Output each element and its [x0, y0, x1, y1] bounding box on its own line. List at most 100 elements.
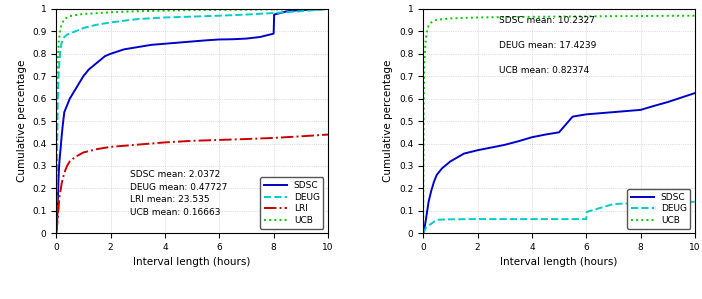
SDSC [427, 189, 435, 193]
SDSC [270, 13, 279, 16]
LRI [188, 139, 197, 143]
DEUG [242, 13, 251, 16]
SDSC [650, 104, 658, 108]
SDSC [62, 104, 71, 107]
Text: SDSC mean: 2.0372
DEUG mean: 0.47727
LRI mean: 23.535
UCB mean: 0.16663: SDSC mean: 2.0372 DEUG mean: 0.47727 LRI… [130, 170, 227, 217]
UCB [473, 16, 482, 19]
DEUG [446, 218, 454, 221]
DEUG [691, 200, 699, 204]
Legend: SDSC, DEUG, UCB: SDSC, DEUG, UCB [628, 189, 691, 229]
SDSC [555, 130, 563, 134]
SDSC [420, 229, 428, 233]
UCB [419, 231, 428, 235]
DEUG [555, 217, 563, 221]
SDSC [93, 61, 101, 65]
SDSC [59, 122, 67, 125]
UCB [609, 14, 618, 18]
DEUG [71, 30, 79, 33]
SDSC [106, 52, 114, 56]
UCB [555, 15, 563, 19]
LRI [106, 145, 114, 149]
LRI [56, 189, 65, 193]
Line: UCB: UCB [423, 16, 695, 233]
SDSC [637, 108, 645, 112]
UCB [427, 21, 435, 24]
UCB [60, 17, 69, 21]
DEUG [58, 41, 66, 45]
DEUG [422, 226, 430, 229]
DEUG [93, 23, 101, 27]
SDSC [229, 37, 237, 41]
SDSC [473, 149, 482, 152]
UCB [425, 24, 433, 28]
DEUG [473, 217, 482, 221]
DEUG [52, 231, 60, 235]
SDSC [609, 110, 618, 114]
LRI [120, 144, 128, 148]
Line: DEUG: DEUG [56, 9, 328, 233]
DEUG [583, 210, 591, 214]
SDSC [514, 140, 522, 143]
DEUG [420, 229, 429, 233]
LRI [58, 182, 66, 186]
SDSC [56, 151, 65, 154]
Line: SDSC: SDSC [56, 9, 328, 233]
SDSC [65, 97, 74, 100]
SDSC [201, 39, 210, 42]
DEUG [106, 21, 114, 24]
DEUG [528, 217, 536, 221]
SDSC [425, 200, 433, 204]
SDSC [324, 7, 332, 11]
UCB [446, 17, 454, 20]
SDSC [242, 37, 251, 40]
DEUG [60, 35, 69, 39]
SDSC [54, 182, 62, 186]
UCB [691, 14, 699, 17]
X-axis label: Interval length (hours): Interval length (hours) [501, 257, 618, 268]
Line: LRI: LRI [56, 135, 328, 233]
DEUG [215, 14, 223, 17]
SDSC [71, 88, 79, 91]
LRI [215, 138, 223, 142]
Text: SDSC mean: 10.2327

DEUG mean: 17.4239

UCB mean: 0.82374: SDSC mean: 10.2327 DEUG mean: 17.4239 UC… [499, 16, 597, 75]
SDSC [52, 231, 60, 235]
SDSC [310, 7, 319, 11]
LRI [79, 151, 88, 154]
SDSC [691, 91, 699, 95]
SDSC [270, 32, 278, 35]
LRI [55, 196, 64, 199]
UCB [324, 7, 332, 11]
SDSC [57, 142, 65, 145]
SDSC [53, 200, 62, 204]
UCB [79, 12, 88, 16]
SDSC [541, 133, 550, 136]
LRI [242, 137, 251, 141]
LRI [161, 141, 169, 144]
UCB [53, 74, 62, 78]
UCB [52, 231, 60, 235]
DEUG [419, 231, 428, 235]
LRI [93, 147, 101, 151]
Line: UCB: UCB [56, 9, 328, 233]
SDSC [53, 218, 62, 222]
SDSC [256, 35, 264, 39]
SDSC [84, 68, 93, 71]
DEUG [133, 17, 142, 21]
SDSC [79, 74, 88, 78]
LRI [71, 155, 79, 159]
SDSC [528, 135, 536, 139]
LRI [270, 136, 278, 140]
DEUG [79, 26, 88, 30]
SDSC [677, 96, 686, 99]
SDSC [55, 160, 64, 163]
DEUG [161, 16, 169, 19]
Line: SDSC: SDSC [423, 93, 695, 233]
DEUG [501, 217, 509, 221]
UCB [53, 119, 61, 123]
LRI [54, 209, 62, 213]
DEUG [637, 201, 645, 205]
UCB [58, 23, 66, 27]
UCB [65, 14, 74, 18]
SDSC [460, 152, 468, 155]
SDSC [430, 180, 438, 184]
